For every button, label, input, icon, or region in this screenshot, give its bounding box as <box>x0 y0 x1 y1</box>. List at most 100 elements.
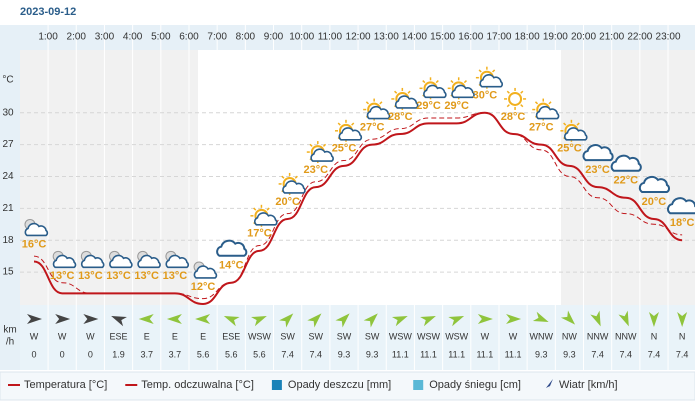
chart-title: 2023-09-12 <box>20 6 76 18</box>
sun-ray <box>407 90 411 94</box>
wind-direction: WSW <box>248 331 271 341</box>
wind-speed: 3.7 <box>169 349 182 359</box>
wind-direction: E <box>200 331 206 341</box>
cloud-icon <box>338 127 363 141</box>
cloud-icon <box>479 74 503 88</box>
x-tick-label: 18:00 <box>515 32 540 43</box>
weather-icon <box>363 98 391 121</box>
temperature-label: 23°C <box>585 164 610 176</box>
wind-direction: W <box>481 331 490 341</box>
temperature-label: 14°C <box>219 260 244 272</box>
weather-icon <box>278 172 306 195</box>
wind-arrow <box>111 315 127 327</box>
temperature-label: 29°C <box>416 100 441 112</box>
wind-arrow <box>506 314 522 324</box>
wind-direction: E <box>144 331 150 341</box>
cloud-icon <box>582 144 614 162</box>
temperature-label: 18°C <box>670 217 695 229</box>
weather-icon <box>475 66 503 89</box>
x-tick-label: 20:00 <box>571 32 596 43</box>
x-tick-label: 15:00 <box>430 32 455 43</box>
sun-icon <box>508 91 523 106</box>
x-tick-label: 22:00 <box>627 32 652 43</box>
legend-label: Opady śniegu [cm] <box>429 379 521 391</box>
sun-ray <box>435 80 439 84</box>
wind-arrow <box>138 314 154 324</box>
wind-arrow <box>363 313 378 328</box>
sun-ray <box>422 80 426 84</box>
wind-direction: NW <box>562 331 577 341</box>
wind-speed: 3.7 <box>140 349 153 359</box>
cloud-icon <box>137 254 161 269</box>
y-tick-label: 18 <box>2 235 14 246</box>
wind-unit: /h <box>6 337 14 348</box>
cloud-icon <box>610 154 642 172</box>
legend-swatch <box>413 380 424 390</box>
sun-ray <box>266 207 270 211</box>
wind-direction: SW <box>280 331 295 341</box>
wind-speed: 1.9 <box>112 349 125 359</box>
wind-direction: W <box>30 331 39 341</box>
wind-direction: N <box>651 331 658 341</box>
temperature-label: 25°C <box>332 143 357 155</box>
x-tick-label: 10:00 <box>289 32 314 43</box>
x-tick-label: 16:00 <box>458 32 483 43</box>
x-tick-label: 1:00 <box>38 32 58 43</box>
y-tick-label: 30 <box>2 107 14 118</box>
wind-direction: W <box>509 331 518 341</box>
temperature-label: 13°C <box>50 270 75 282</box>
wind-direction: WNW <box>529 331 553 341</box>
cloud-icon <box>423 84 447 99</box>
cloud-icon <box>638 175 671 193</box>
x-tick-label: 11:00 <box>318 32 343 43</box>
cloud-icon <box>216 239 248 257</box>
wind-direction: W <box>58 331 67 341</box>
wind-speed: 7.4 <box>310 349 323 359</box>
weather-icon <box>165 250 189 269</box>
wind-arrow <box>448 315 465 327</box>
sun-ray <box>506 104 510 108</box>
x-tick-label: 23:00 <box>656 32 681 43</box>
weather-icon <box>334 119 363 142</box>
weather-icon <box>193 261 218 279</box>
cloud-icon <box>282 180 306 194</box>
sun-ray <box>576 122 580 126</box>
wind-arrow <box>618 310 629 327</box>
y-tick-label: 24 <box>2 171 14 182</box>
y-axis-label: °C <box>2 75 13 86</box>
sun-ray <box>506 90 510 94</box>
weather-icon <box>80 250 105 269</box>
wind-direction: WSW <box>445 331 468 341</box>
weather-icon <box>532 98 560 121</box>
weather-icon <box>504 87 527 110</box>
temperature-label: 13°C <box>106 270 131 282</box>
sun-ray <box>337 122 341 126</box>
weather-icon <box>419 77 447 100</box>
temperature-label: 30°C <box>473 90 498 102</box>
wind-arrow <box>307 313 322 328</box>
cloud-icon <box>535 105 560 120</box>
cloud-icon <box>24 222 49 237</box>
weather-icon <box>447 77 475 100</box>
weather-icon <box>667 197 695 215</box>
sun-ray <box>294 175 298 179</box>
y-tick-label: 21 <box>2 203 14 214</box>
sun-ray <box>548 101 552 105</box>
cloud-icon <box>366 105 391 120</box>
cloud-icon <box>564 127 588 141</box>
wind-arrow <box>648 312 659 327</box>
legend-box <box>0 371 695 401</box>
temperature-label: 20°C <box>642 196 667 208</box>
cloud-icon <box>52 254 77 269</box>
wind-speed: 9.3 <box>563 349 576 359</box>
sun-ray <box>463 80 468 84</box>
wind-direction: NNW <box>587 331 609 341</box>
cloud-icon <box>109 254 133 269</box>
legend-swatch <box>271 380 282 390</box>
wind-arrow <box>223 315 240 327</box>
temperature-label: 17°C <box>247 228 272 240</box>
wind-speed: 11.1 <box>420 349 437 359</box>
wind-speed: 7.4 <box>620 349 633 359</box>
weather-icon <box>109 250 133 269</box>
wind-arrow <box>560 310 576 325</box>
